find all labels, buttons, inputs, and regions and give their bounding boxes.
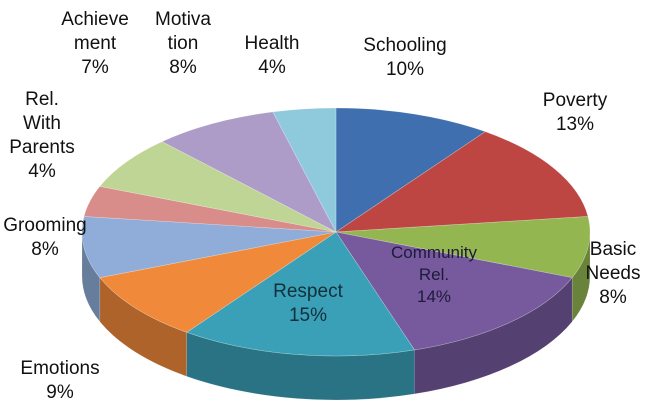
value-label: 8% (31, 239, 59, 260)
value-label: 4% (28, 161, 56, 182)
slice-label: Poverty 13% (535, 89, 615, 137)
value-label: 7% (81, 57, 109, 78)
pie-slice (99, 231, 337, 333)
pie-slice (335, 216, 591, 278)
category-label: Poverty (542, 90, 608, 111)
slice-label: Motivation 8% (154, 8, 212, 80)
slice-label: Community Rel. 14% (379, 242, 489, 308)
category-label: Schooling (363, 35, 447, 56)
value-label: 14% (416, 287, 452, 306)
pie-slice (186, 231, 415, 357)
slice-label: Emotions 9% (5, 357, 115, 405)
category-label: Achievement (61, 9, 129, 54)
category-label: Emotions (20, 358, 100, 379)
category-label: Rel. With Parents (9, 89, 75, 158)
category-label: Community Rel. (391, 243, 477, 284)
category-label: Basic Needs (585, 239, 641, 284)
pie-slice (81, 216, 337, 278)
category-label: Respect (273, 281, 343, 302)
value-label: 4% (258, 57, 286, 78)
category-label: Motivation (155, 9, 211, 54)
value-label: 9% (46, 382, 74, 403)
category-label: Grooming (3, 215, 87, 236)
value-label: 13% (555, 114, 595, 135)
pie-slice (83, 186, 337, 233)
slice-label: Grooming 8% (0, 214, 95, 262)
pie-slice (161, 111, 337, 233)
value-label: 8% (169, 57, 197, 78)
slice-label: Basic Needs 8% (582, 238, 644, 310)
category-label: Health (244, 33, 300, 54)
pie-slice (335, 107, 486, 233)
slice-label: Achievement 7% (59, 8, 131, 80)
value-label: 15% (288, 305, 328, 326)
value-label: 10% (385, 59, 425, 80)
pie-slice (335, 231, 573, 351)
value-label: 8% (599, 287, 627, 308)
slice-label: Respect 15% (263, 280, 353, 328)
pie-slice (99, 141, 337, 233)
slice-label: Health 4% (237, 32, 307, 80)
slice-label: Schooling 10% (360, 34, 450, 82)
pie-slice (334, 131, 589, 233)
slice-label: Rel. With Parents 4% (7, 88, 77, 184)
pie-slice (272, 107, 337, 233)
